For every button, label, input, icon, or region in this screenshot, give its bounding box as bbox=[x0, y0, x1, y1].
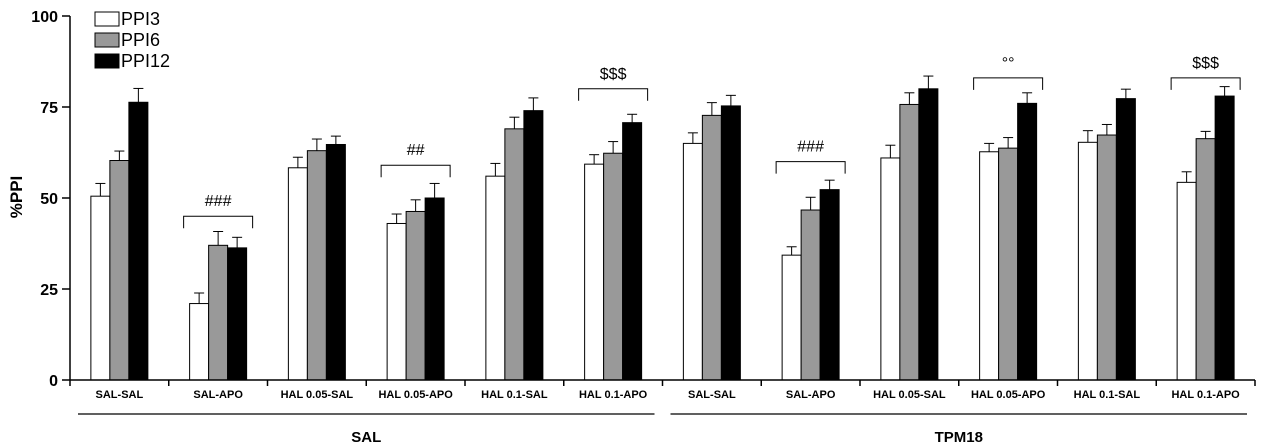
bar bbox=[682, 142, 703, 381]
bar bbox=[720, 105, 741, 381]
category-label: HAL 0.05-SAL bbox=[873, 389, 946, 401]
bars bbox=[90, 88, 1235, 381]
bar bbox=[386, 222, 407, 381]
bar bbox=[1176, 181, 1197, 381]
significance-bracket bbox=[1170, 77, 1241, 90]
category-label: HAL 0.1-SAL bbox=[1074, 389, 1141, 401]
category-label: HAL 0.05-SAL bbox=[281, 389, 354, 401]
significance-label: ### bbox=[205, 193, 232, 210]
significance-bracket bbox=[775, 161, 846, 174]
bar bbox=[1096, 134, 1117, 381]
group-label: TPM18 bbox=[935, 429, 983, 446]
bar bbox=[622, 122, 643, 381]
bar bbox=[325, 143, 346, 381]
bar bbox=[90, 195, 111, 381]
bar bbox=[287, 167, 308, 381]
category-label: HAL 0.1-APO bbox=[579, 389, 648, 401]
significance-bracket bbox=[578, 88, 649, 101]
category-label: SAL-APO bbox=[786, 389, 836, 401]
legend-label: PPI6 bbox=[121, 30, 160, 50]
category-label: HAL 0.1-APO bbox=[1171, 389, 1240, 401]
bar bbox=[405, 210, 426, 381]
significance-bracket bbox=[380, 164, 451, 178]
category-label: HAL 0.1-SAL bbox=[481, 389, 548, 401]
bar bbox=[979, 151, 1000, 381]
category-label: HAL 0.05-APO bbox=[378, 389, 453, 401]
bar bbox=[1077, 141, 1098, 381]
bar bbox=[189, 303, 210, 381]
bar bbox=[109, 160, 130, 381]
category-label: SAL-APO bbox=[193, 389, 243, 401]
y-tick-label: 75 bbox=[40, 100, 58, 117]
significance-label: ## bbox=[407, 142, 425, 159]
bar bbox=[603, 152, 624, 381]
bar bbox=[899, 103, 920, 381]
category-label: SAL-SAL bbox=[688, 389, 736, 401]
y-tick-label: 25 bbox=[40, 282, 58, 299]
significance-label: $$$ bbox=[1192, 55, 1219, 72]
bar bbox=[1214, 95, 1235, 381]
bar bbox=[701, 114, 722, 381]
bar bbox=[781, 254, 802, 381]
y-axis-label: %PPI bbox=[7, 176, 26, 219]
group-label: SAL bbox=[351, 429, 381, 446]
y-tick-label: 100 bbox=[31, 9, 58, 26]
bar bbox=[918, 88, 939, 381]
bar bbox=[424, 197, 445, 381]
bar bbox=[584, 163, 605, 381]
bar bbox=[208, 244, 229, 381]
legend-swatch bbox=[94, 53, 120, 69]
bar bbox=[800, 209, 821, 381]
y-tick-label: 0 bbox=[49, 373, 58, 390]
annotations: #####$$$###°° $$$ bbox=[183, 55, 1241, 229]
significance-bracket bbox=[183, 215, 254, 229]
error-bars bbox=[95, 75, 1230, 304]
bar bbox=[1115, 98, 1136, 381]
significance-label: ### bbox=[797, 139, 824, 156]
bar bbox=[485, 175, 506, 381]
significance-label: $$$ bbox=[600, 66, 627, 83]
significance-label: °° bbox=[1002, 55, 1015, 72]
category-label: SAL-SAL bbox=[96, 389, 144, 401]
legend-swatch bbox=[94, 32, 120, 48]
bar bbox=[880, 157, 901, 381]
bar bbox=[1017, 102, 1038, 381]
legend-label: PPI12 bbox=[121, 51, 170, 71]
bar bbox=[998, 147, 1019, 381]
bar bbox=[819, 189, 840, 381]
bar bbox=[1195, 138, 1216, 381]
category-label: HAL 0.05-APO bbox=[971, 389, 1046, 401]
significance-bracket bbox=[973, 77, 1044, 90]
bar bbox=[306, 150, 327, 381]
legend-label: PPI3 bbox=[121, 9, 160, 29]
y-axis: 0 25 50 75 100 bbox=[31, 9, 71, 390]
bar bbox=[227, 247, 248, 381]
y-tick-label: 50 bbox=[40, 191, 58, 208]
x-axis: SAL-SAL SAL-APO HAL 0.05-SAL HAL 0.05-APO HA… bbox=[69, 379, 1256, 446]
bar bbox=[128, 101, 149, 381]
bar bbox=[523, 110, 544, 381]
legend-swatch bbox=[94, 11, 120, 27]
bar bbox=[504, 128, 525, 381]
